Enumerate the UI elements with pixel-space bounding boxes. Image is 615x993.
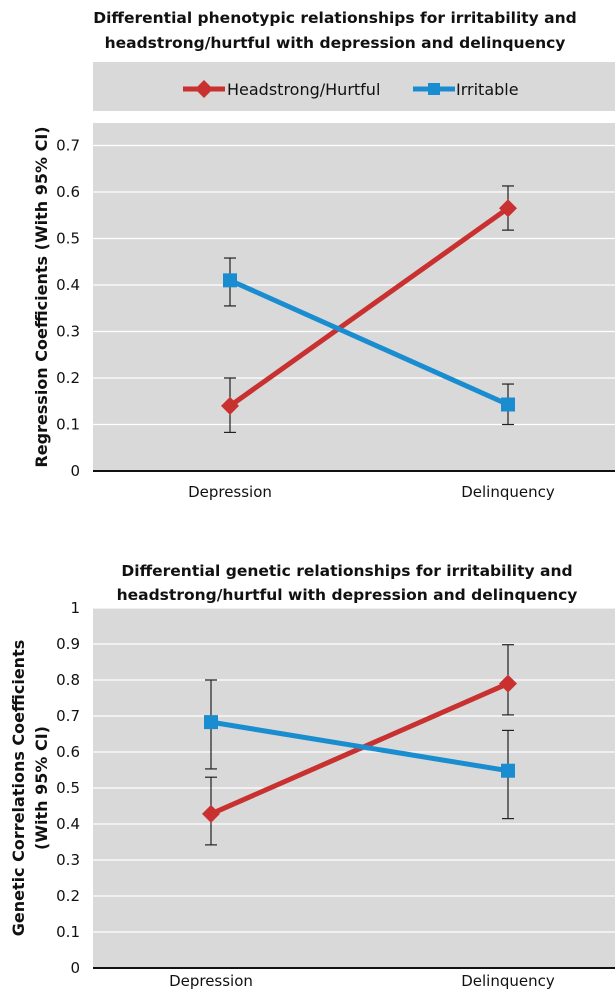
- chart1-y-tick-label: 0.1: [56, 416, 80, 434]
- chart2-y-tick-label: 0.9: [56, 635, 80, 653]
- chart1-y-tick-labels: 0 0.1 0.2 0.3 0.4 0.5 0.6 0.7: [56, 137, 80, 481]
- legend-irritable-square-icon: [428, 83, 440, 95]
- chart1-headstrong-point: [499, 199, 517, 218]
- chart2-y-tick-label: 0: [70, 959, 80, 977]
- chart2-title-line1: Differential genetic relationships for i…: [121, 562, 572, 580]
- chart1-y-tick-label: 0.5: [56, 230, 80, 248]
- chart1-y-tick-label: 0.6: [56, 183, 80, 201]
- chart1-headstrong-point: [221, 396, 239, 415]
- chart1-title-line2: headstrong/hurtful with depression and d…: [105, 34, 566, 52]
- chart2-y-axis-label-line1: Genetic Correlations Coefficients: [9, 640, 28, 936]
- chart2-irritable-point: [501, 763, 515, 778]
- chart2-gridlines: [93, 607, 615, 933]
- chart2-y-tick-label: 1: [70, 599, 80, 617]
- chart1-irritable-point: [501, 397, 515, 412]
- chart2-y-tick-label: 0.7: [56, 707, 80, 725]
- chart1-y-tick-label: 0: [70, 462, 80, 480]
- chart2-category-depression: Depression: [169, 972, 253, 990]
- chart2-headstrong-point: [499, 674, 517, 693]
- chart2-y-tick-label: 0.5: [56, 779, 80, 797]
- chart1-series: [221, 185, 517, 434]
- chart1-y-tick-label: 0.7: [56, 137, 80, 155]
- phenotypic-chart: Differential phenotypic relationships fo…: [32, 9, 615, 501]
- chart1-y-tick-label: 0.3: [56, 323, 80, 341]
- chart1-y-tick-label: 0.2: [56, 369, 80, 387]
- chart1-legend: Headstrong/Hurtful Irritable: [93, 62, 615, 111]
- legend-headstrong-diamond-icon: [195, 80, 213, 98]
- legend-background: [93, 62, 615, 111]
- chart1-y-tick-label: 0.4: [56, 276, 80, 294]
- chart1-irritable-point: [223, 273, 237, 288]
- chart1-title-line1: Differential phenotypic relationships fo…: [93, 9, 577, 27]
- chart2-headstrong-point: [202, 804, 220, 823]
- chart1-category-depression: Depression: [188, 483, 272, 501]
- legend-headstrong-label: Headstrong/Hurtful: [227, 80, 380, 99]
- chart2-title-line2: headstrong/hurtful with depression and d…: [117, 586, 578, 604]
- chart2-irritable-line: [208, 719, 511, 774]
- legend-irritable-label: Irritable: [456, 80, 519, 99]
- chart2-y-tick-label: 0.2: [56, 887, 80, 905]
- chart2-category-delinquency: Delinquency: [461, 972, 555, 990]
- chart2-y-tick-label: 0.3: [56, 851, 80, 869]
- chart2-y-tick-label: 0.1: [56, 923, 80, 941]
- chart2-irritable-point: [204, 715, 218, 730]
- chart2-y-tick-label: 0.6: [56, 743, 80, 761]
- chart1-irritable-line: [227, 277, 511, 408]
- chart1-series-headstrong: [221, 185, 517, 434]
- genetic-chart: Differential genetic relationships for i…: [9, 562, 615, 990]
- chart2-y-tick-label: 0.8: [56, 671, 80, 689]
- chart2-series-irritable: [204, 679, 515, 820]
- chart2-y-tick-labels: 0 0.1 0.2 0.3 0.4 0.5 0.6 0.7 0.8 0.9 1: [56, 599, 80, 977]
- chart2-y-tick-label: 0.4: [56, 815, 80, 833]
- chart1-category-delinquency: Delinquency: [461, 483, 555, 501]
- chart1-gridlines: [93, 144, 615, 426]
- chart2-series: [202, 644, 517, 846]
- chart2-y-axis-label-line2: (With 95% CI): [32, 726, 51, 850]
- chart1-y-axis-label: Regression Coefficients (With 95% CI): [32, 126, 51, 467]
- chart1-headstrong-line: [227, 205, 511, 409]
- chart1-series-irritable: [223, 257, 515, 426]
- chart1-plot-area: [93, 123, 615, 471]
